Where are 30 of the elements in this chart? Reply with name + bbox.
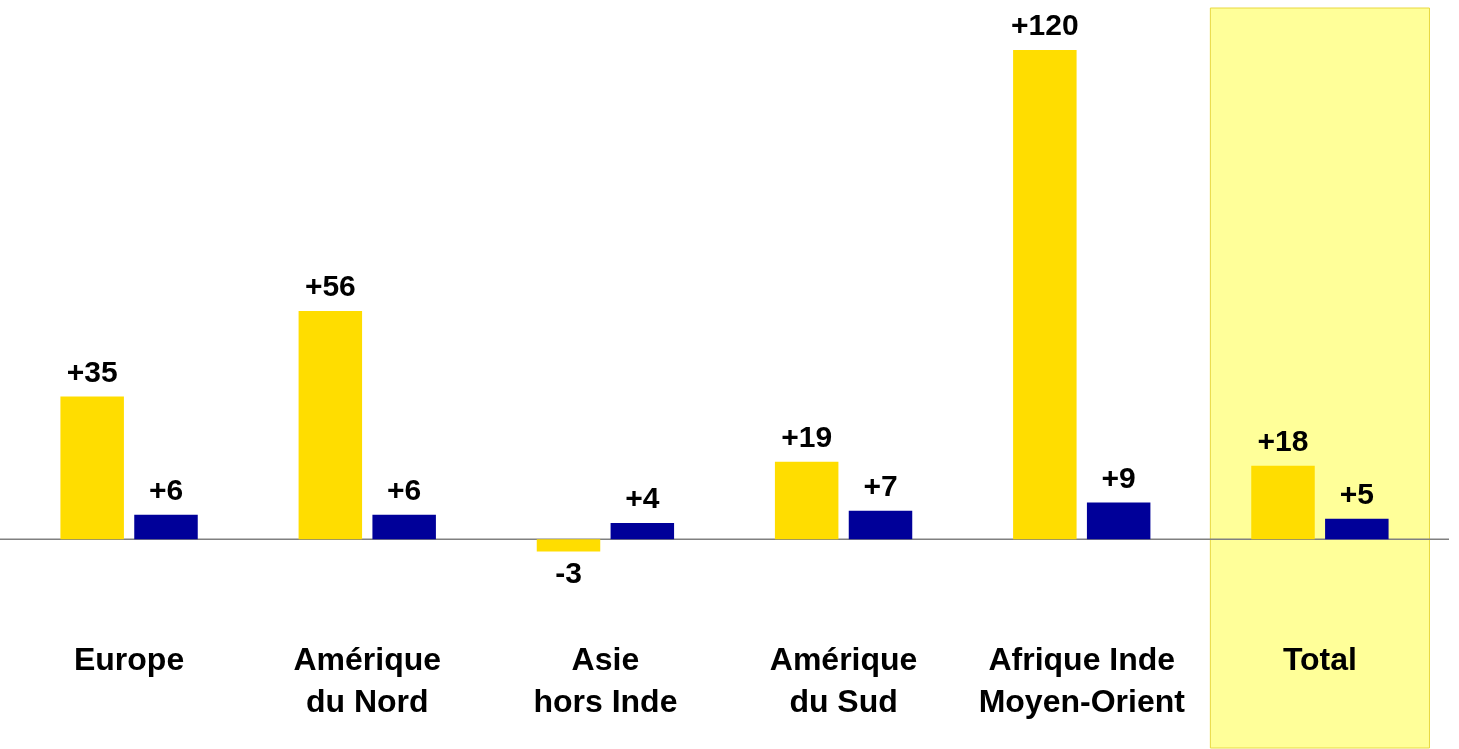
- data-label: -3: [555, 555, 582, 589]
- bar: [298, 310, 363, 540]
- bar: [610, 522, 675, 540]
- data-label: +9: [1101, 460, 1136, 494]
- bar: [848, 510, 913, 540]
- data-label: +7: [863, 468, 898, 502]
- bar: [1086, 502, 1151, 540]
- bar: [774, 461, 839, 540]
- data-label: +18: [1257, 424, 1309, 458]
- bar: [372, 514, 436, 540]
- x-tick-label: Asie hors Inde: [533, 641, 678, 720]
- data-label: +56: [304, 269, 356, 303]
- bar: [1013, 50, 1077, 540]
- x-tick-label: Amérique du Sud: [769, 641, 918, 720]
- bar: [134, 514, 198, 540]
- x-tick-label: Total: [1282, 641, 1357, 678]
- bar: [60, 396, 124, 540]
- data-label: +19: [781, 420, 833, 454]
- data-label: +4: [625, 481, 660, 515]
- bar: [1251, 465, 1315, 540]
- data-label: +6: [387, 473, 422, 507]
- data-label: +35: [66, 354, 118, 388]
- data-label: +6: [148, 473, 184, 507]
- x-tick-label: Amérique du Nord: [293, 641, 442, 720]
- bar: [536, 539, 601, 552]
- x-tick-label: Afrique Inde Moyen-Orient: [978, 641, 1186, 720]
- data-label: +120: [1011, 8, 1079, 42]
- x-tick-label: Europe: [73, 641, 185, 678]
- bar: [1325, 518, 1389, 540]
- data-label: +5: [1339, 477, 1374, 511]
